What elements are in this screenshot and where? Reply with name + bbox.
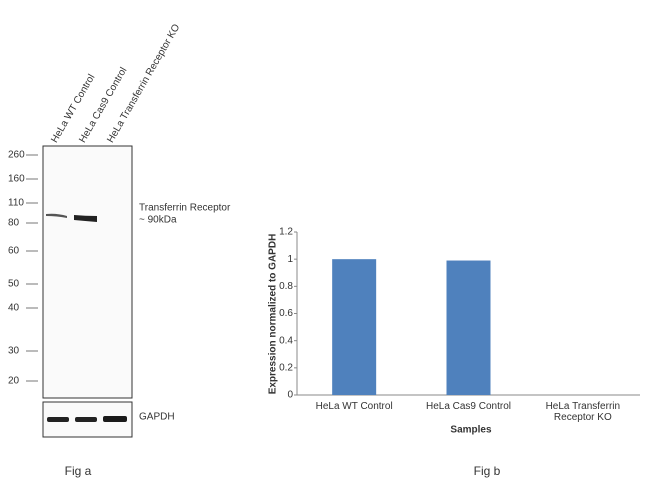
y-tick-label: 0.6 <box>279 308 293 319</box>
x-axis-label: Samples <box>450 425 492 436</box>
band <box>46 213 67 218</box>
marker-label: 60 <box>8 246 20 257</box>
marker-label: 30 <box>8 346 20 357</box>
bar <box>332 259 377 395</box>
caption: Fig b <box>474 464 501 478</box>
band <box>74 215 97 222</box>
band-label: Transferrin Receptor <box>139 203 231 214</box>
x-tick-label: HeLa WT Control <box>315 401 393 412</box>
y-axis-label: Expression normalized to GAPDH <box>268 234 279 395</box>
marker-label: 80 <box>8 218 20 229</box>
marker-label: 160 <box>8 174 25 185</box>
marker-label: 20 <box>8 376 20 387</box>
band <box>47 417 69 422</box>
blot-panel <box>42 145 133 399</box>
y-tick-label: 1.2 <box>279 227 293 238</box>
bar <box>446 260 491 395</box>
y-tick-label: 0.8 <box>279 281 293 292</box>
control-label: GAPDH <box>139 412 175 423</box>
marker-label: 50 <box>8 279 20 290</box>
y-tick-label: 1 <box>287 254 293 265</box>
y-tick-label: 0.2 <box>279 362 293 373</box>
band <box>103 416 127 422</box>
x-tick-label: HeLa Transferrin Receptor KO <box>545 401 621 423</box>
y-tick-label: 0 <box>287 390 293 401</box>
marker-label: 260 <box>8 150 25 161</box>
x-tick-label: HeLa Cas9 Control <box>425 401 512 412</box>
band-label: ~ 90kDa <box>139 215 177 226</box>
caption: Fig a <box>65 464 92 478</box>
y-tick-label: 0.4 <box>279 335 293 346</box>
band <box>75 417 97 422</box>
marker-label: 40 <box>8 303 20 314</box>
marker-label: 110 <box>8 198 24 209</box>
